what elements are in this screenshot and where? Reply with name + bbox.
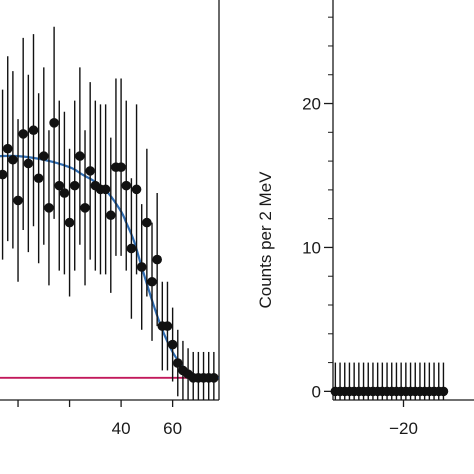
data-point — [44, 203, 54, 213]
data-point — [69, 180, 80, 191]
data-point — [131, 184, 142, 195]
data-point — [85, 166, 95, 176]
data-point — [126, 243, 137, 254]
data-point — [116, 162, 126, 172]
plot-area — [330, 362, 449, 400]
x-tick-label: 40 — [112, 419, 131, 438]
y-tick-label: 0 — [312, 382, 321, 401]
data-point — [162, 321, 173, 331]
data-point — [209, 373, 219, 383]
y-axis-title: Counts per 2 MeV — [256, 171, 275, 309]
data-point — [28, 125, 39, 136]
left-panel: 40 60 — [0, 0, 220, 438]
data-point — [18, 129, 28, 139]
data-point — [142, 217, 152, 228]
data-point — [80, 203, 90, 213]
data-point — [121, 180, 132, 191]
data-point — [39, 151, 49, 161]
y-tick-label: 10 — [302, 238, 321, 257]
data-point — [2, 143, 13, 154]
data-point — [147, 276, 157, 287]
data-point — [75, 151, 85, 161]
data-point — [23, 158, 34, 169]
data-point — [438, 386, 449, 397]
plot-area — [0, 26, 220, 400]
data-point — [54, 180, 65, 191]
data-point — [64, 217, 75, 228]
data-point — [33, 173, 44, 184]
data-point — [152, 254, 162, 265]
data-point — [167, 339, 178, 350]
x-tick-label: −20 — [389, 419, 418, 438]
data-point — [105, 210, 116, 221]
data-point — [136, 262, 147, 272]
data-point — [59, 188, 70, 198]
data-point — [13, 195, 23, 206]
x-tick-label: 60 — [163, 419, 182, 438]
data-point — [49, 118, 59, 128]
data-point — [172, 358, 183, 368]
data-point — [100, 184, 111, 195]
right-panel: −20 0 10 20 Counts per 2 MeV — [256, 0, 474, 438]
data-point — [8, 154, 18, 165]
data-point — [0, 169, 8, 180]
y-tick-label: 20 — [302, 95, 321, 114]
